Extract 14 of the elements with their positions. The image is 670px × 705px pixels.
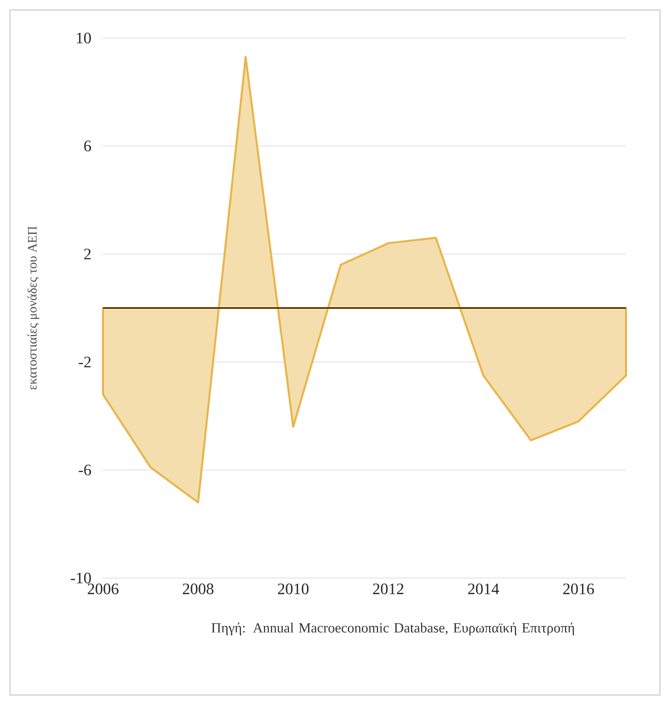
y-tick-label: 6 (84, 140, 92, 152)
text: Πηγή: Annual Macroeconomic Database, Ευρωπαϊκή Επιτροπή (212, 622, 574, 636)
x-tick-label: 2016 (563, 584, 594, 594)
y-tick-label: -6 (78, 464, 92, 476)
y-tick-label: -2 (78, 356, 91, 368)
x-tick-label: 2010 (278, 584, 309, 594)
y-axis-title: εκατοστιαίες μονάδες του ΑΕΠ (27, 226, 40, 390)
y-tick-label: 2 (84, 248, 91, 260)
y-tick-label: -10 (70, 572, 91, 584)
x-tick-label: 2008 (182, 584, 214, 594)
x-tick-label: 2006 (88, 584, 118, 594)
y-tick-label: 10 (76, 32, 91, 44)
x-tick-label: 2012 (373, 584, 404, 594)
x-tick-label: 2014 (468, 584, 500, 594)
